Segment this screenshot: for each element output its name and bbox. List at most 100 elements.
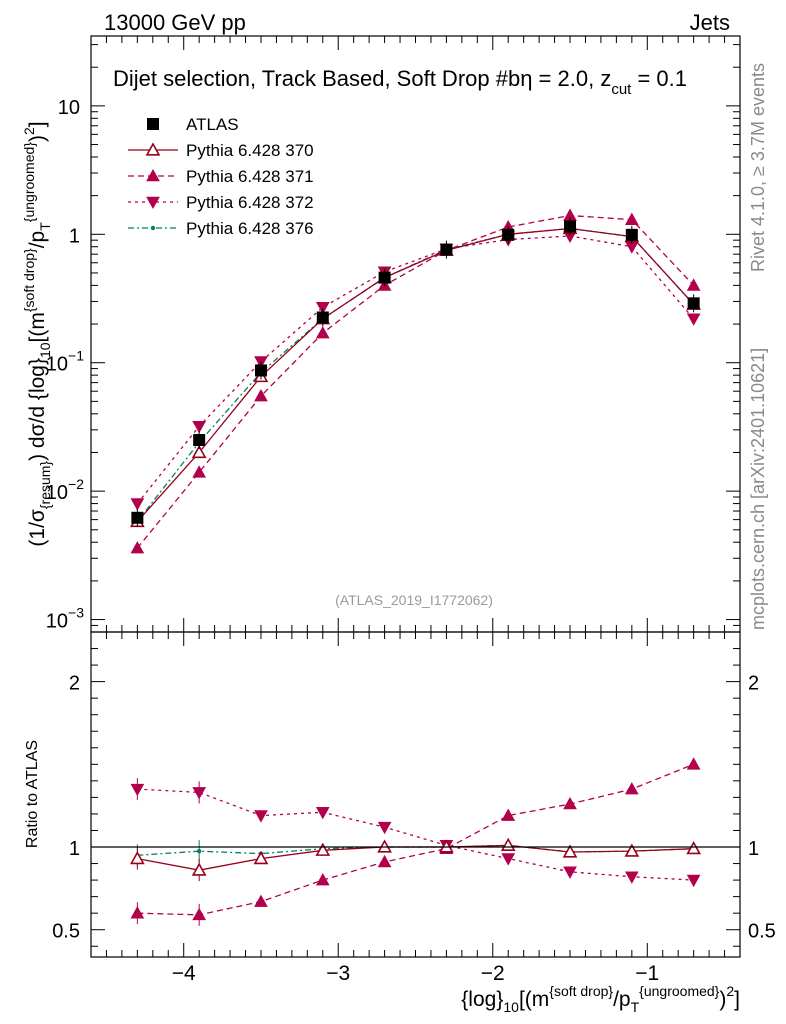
ratio-y-tick-label: 1 [69,838,80,860]
data-point [131,511,144,524]
series-line-p370 [136,227,695,522]
data-point [315,302,330,315]
rivet-version-label: Rivet 4.1.0, ≥ 3.7M events [748,63,768,272]
data-point [440,243,453,256]
x-tick-label: −2 [481,962,505,985]
y-tick-label: 10 [58,97,80,119]
data-point [686,757,701,770]
data-point [315,873,330,886]
plot-title-main: Dijet selection, Track Based, Soft Drop … [113,66,520,91]
data-point [192,787,207,800]
data-point [193,434,206,447]
ratio-y-tick-label: 2 [69,673,80,695]
xlabel-sup: {soft drop} [549,983,613,999]
legend-label-p371: Pythia 6.428 371 [186,167,314,186]
ratio-frame [90,631,741,958]
data-point [625,228,638,241]
xlabel-sub: T [631,999,640,1015]
xlabel-sup: {ungroomed} [639,983,720,999]
series-line-p372 [136,235,695,504]
series-line-p370 [137,844,694,871]
ylabel-sup: {soft drop} [21,248,37,312]
main-axes: 10 1 10−1 10−2 10−3 [46,36,740,633]
xlabel-part: ] [734,988,740,1011]
data-point [316,311,329,324]
y-tick-label: 1 [69,225,80,247]
analysis-watermark: (ATLAS_2019_I1772062) [335,592,493,608]
data-point [254,389,268,402]
data-point [254,894,268,907]
data-point [191,862,207,876]
data-point [686,841,702,855]
data-point [130,906,145,919]
data-point [500,837,516,851]
series-line-p371 [137,763,694,916]
data-point [624,212,639,225]
data-point [686,278,701,291]
ratio-y-tick-label: 0.5 [52,921,80,943]
ylabel-part: ) dσ/d {log} [26,358,49,461]
y-tick-label: 10−1 [46,348,84,376]
data-point [192,465,207,478]
y-tick-label: 10−3 [46,605,84,633]
main-series-group [129,208,702,554]
data-point [315,326,330,339]
legend: ATLAS Pythia 6.428 370 Pythia 6.428 371 Pyt… [128,115,314,238]
data-point [563,866,577,879]
data-point [687,297,700,310]
legend-label-p376: Pythia 6.428 376 [186,219,314,238]
data-point [147,118,159,130]
ratio-axes: −4 −3 −2 −1 0.5 0.5 1 1 2 2 [52,632,776,985]
data-point [192,907,207,921]
xlabel-sup: 2 [726,983,734,999]
legend-label-p372: Pythia 6.428 372 [186,193,314,212]
data-point [145,142,161,156]
data-point [192,420,207,434]
data-point [254,810,268,823]
plot-title-eta: η = 2.0, z [520,66,611,91]
x-tick-label: −1 [635,962,659,985]
data-point [624,782,639,795]
data-point [378,271,391,284]
data-point [315,842,331,856]
ylabel-part: [(m [26,312,49,342]
ylabel-part: (1/σ [26,509,49,547]
ratio-y-tick-label-right: 0.5 [748,921,776,943]
ratio-y-tick-label-right: 1 [748,838,759,860]
header-jets: Jets [690,10,730,35]
data-point [130,541,145,554]
xlabel-part: {log} [461,988,503,1011]
data-point [377,821,392,835]
xlabel-part: /p [613,988,631,1011]
data-point [624,871,639,884]
data-point [146,196,160,210]
x-axis-label: {log}10[(m{soft drop}/pT{ungroomed})2] [461,983,740,1015]
plot-title-cut-val: = 0.1 [631,66,687,91]
ratio-series-group [91,757,740,926]
ratio-y-axis-label: Ratio to ATLAS [24,740,41,848]
data-point [129,850,145,865]
legend-label-atlas: ATLAS [186,115,239,134]
xlabel-part: [(m [519,988,549,1011]
data-point [150,225,156,231]
data-point [254,364,267,377]
x-tick-label: −4 [172,962,196,985]
data-point [502,228,515,241]
xlabel-sub: 10 [503,999,519,1015]
legend-label-p370: Pythia 6.428 370 [186,141,314,160]
data-point [377,854,392,868]
ylabel-part: /p [26,231,49,249]
series-line-p371 [136,214,695,549]
data-point [624,843,640,857]
data-point [564,220,577,233]
ylabel-sub: {resum} [37,461,53,510]
data-point [191,444,207,459]
header-energy: 13000 GeV pp [104,10,246,35]
ylabel-sub: T [37,222,53,231]
plot-title-cut-sub: cut [611,81,632,98]
data-point [501,808,516,821]
ylabel-part: ) [26,135,49,142]
data-point [686,874,701,888]
xlabel-part: ) [719,988,726,1011]
